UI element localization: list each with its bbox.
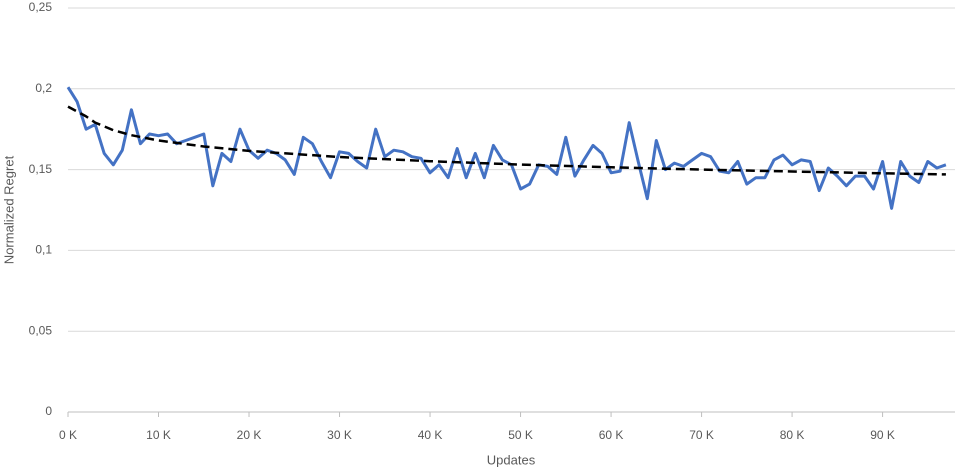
y-tick-label: 0,15 [29, 162, 53, 176]
x-tick-label: 10 K [146, 428, 171, 442]
x-tick-label: 20 K [237, 428, 262, 442]
y-axis-title: Normalized Regret [1, 155, 16, 264]
x-axis-title: Updates [487, 452, 536, 467]
trend-line [67, 105, 946, 176]
y-tick-label: 0 [45, 404, 52, 418]
y-tick-label: 0,25 [29, 0, 53, 14]
y-tick-label: 0,05 [29, 323, 53, 337]
x-tick-label: 50 K [508, 428, 533, 442]
x-tick-label: 0 K [59, 428, 77, 442]
x-tick-label: 80 K [780, 428, 805, 442]
y-tick-label: 0,1 [35, 243, 52, 257]
x-tick-label: 40 K [418, 428, 443, 442]
y-tick-label: 0,2 [35, 81, 52, 95]
x-tick-label: 60 K [599, 428, 624, 442]
x-tick-label: 90 K [870, 428, 895, 442]
x-tick-label: 30 K [327, 428, 352, 442]
x-tick-label: 70 K [689, 428, 714, 442]
data-line [66, 86, 947, 210]
